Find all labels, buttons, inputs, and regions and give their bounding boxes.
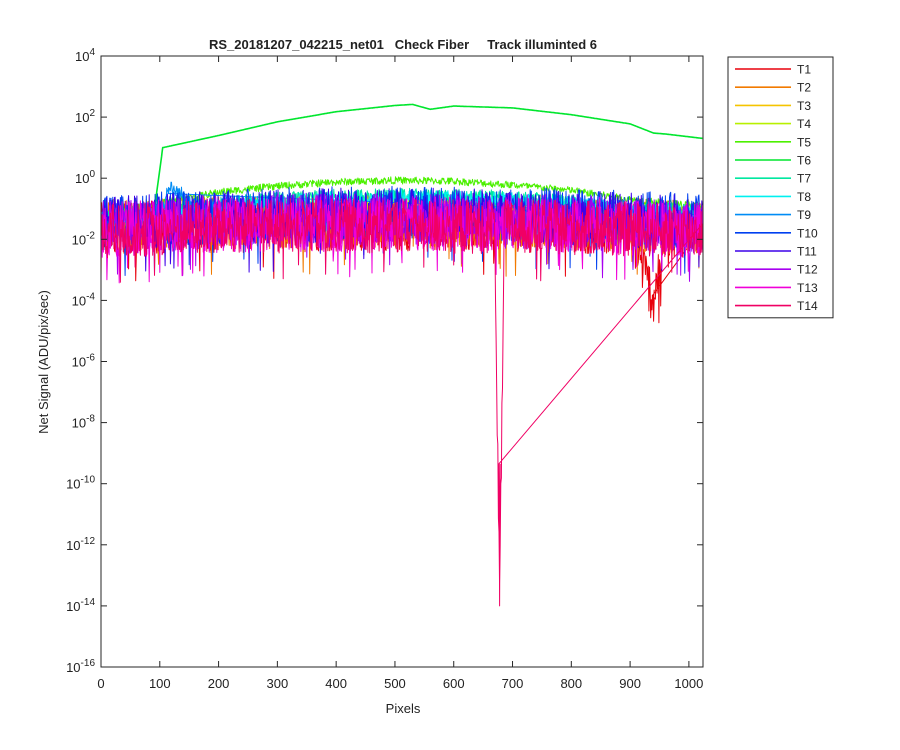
legend-item-t1[interactable]: T1 — [735, 63, 811, 77]
legend-label: T8 — [797, 190, 811, 204]
x-tick-label: 500 — [384, 676, 406, 691]
legend-label: T5 — [797, 135, 811, 149]
legend-item-t8[interactable]: T8 — [735, 190, 811, 204]
series-line-t6 — [101, 103, 703, 219]
legend[interactable]: T1 T2 T3 T4 T5 T6 T7 T8 T9 T10 T11 T12 T13 T14 — [727, 56, 834, 319]
legend-item-t10[interactable]: T10 — [735, 226, 818, 240]
legend-item-t6[interactable]: T6 — [735, 154, 811, 168]
y-tick-label: 10-10 — [66, 475, 95, 492]
legend-box — [727, 56, 834, 319]
legend-label: T6 — [797, 154, 811, 168]
legend-item-t9[interactable]: T9 — [735, 208, 811, 222]
legend-item-t12[interactable]: T12 — [735, 263, 818, 277]
y-tick-label: 10-6 — [72, 353, 96, 370]
x-axis-label: Pixels — [386, 701, 421, 716]
x-tick-label: 800 — [560, 676, 582, 691]
legend-label: T11 — [797, 245, 817, 259]
legend-item-t7[interactable]: T7 — [735, 172, 811, 186]
x-tick-label: 400 — [325, 676, 347, 691]
legend-label: T13 — [797, 281, 818, 295]
y-tick-label: 10-12 — [66, 536, 95, 553]
legend-label: T9 — [797, 208, 811, 222]
x-tick-label: 1000 — [674, 676, 703, 691]
x-tick-label: 700 — [502, 676, 524, 691]
y-tick-label: 10-14 — [66, 597, 95, 614]
y-tick-label: 10-2 — [72, 230, 96, 247]
series-line-t14 — [101, 197, 703, 607]
legend-item-t5[interactable]: T5 — [735, 135, 811, 149]
legend-label: T3 — [797, 99, 811, 113]
legend-label: T2 — [797, 81, 811, 95]
x-tick-label: 100 — [149, 676, 171, 691]
series-group — [101, 103, 703, 607]
legend-label: T4 — [797, 117, 811, 131]
plot-area — [100, 55, 704, 668]
legend-item-t13[interactable]: T13 — [735, 281, 818, 295]
y-tick-label: 10-4 — [72, 291, 96, 308]
legend-label: T1 — [797, 63, 811, 77]
y-tick-label: 10-16 — [66, 658, 95, 675]
legend-label: T7 — [797, 172, 811, 186]
legend-item-t4[interactable]: T4 — [735, 117, 811, 131]
y-tick-label: 104 — [75, 47, 95, 64]
x-tick-label: 0 — [97, 676, 104, 691]
y-tick-labels: 10-16 10-14 10-12 10-10 10-8 10-6 10-4 10-2 100 1… — [66, 47, 95, 675]
legend-label: T12 — [797, 263, 818, 277]
legend-item-t3[interactable]: T3 — [735, 99, 811, 113]
y-tick-label: 102 — [75, 108, 95, 125]
axes-background — [101, 56, 703, 667]
legend-item-t11[interactable]: T11 — [735, 245, 817, 259]
legend-item-t2[interactable]: T2 — [735, 81, 811, 95]
legend-label: T10 — [797, 226, 818, 240]
legend-label: T14 — [797, 299, 818, 313]
y-tick-label: 100 — [75, 169, 95, 186]
legend-item-t14[interactable]: T14 — [735, 299, 818, 313]
chart-title: RS_20181207_042215_net01 Check Fiber Tra… — [209, 37, 597, 52]
x-tick-labels: 0 100 200 300 400 500 600 700 800 900 1000 — [97, 676, 703, 691]
y-axis-label: Net Signal (ADU/pix/sec) — [36, 290, 51, 434]
x-tick-label: 600 — [443, 676, 465, 691]
y-tick-label: 10-8 — [72, 414, 96, 431]
x-tick-label: 900 — [619, 676, 641, 691]
x-tick-label: 300 — [267, 676, 289, 691]
x-tick-label: 200 — [208, 676, 230, 691]
